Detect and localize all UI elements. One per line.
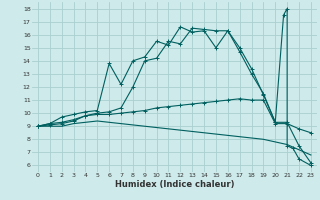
X-axis label: Humidex (Indice chaleur): Humidex (Indice chaleur): [115, 180, 234, 189]
